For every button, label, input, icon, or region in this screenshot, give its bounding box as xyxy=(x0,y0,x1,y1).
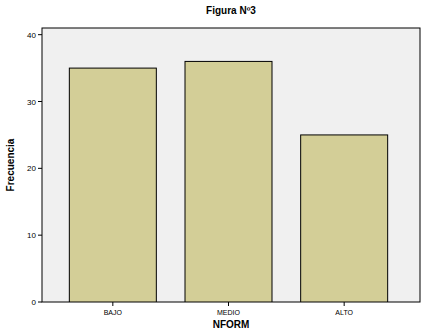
y-tick-label: 0 xyxy=(32,298,37,307)
bar xyxy=(69,68,156,302)
y-tick-label: 10 xyxy=(27,231,36,240)
x-axis-label: NFORM xyxy=(213,319,250,330)
x-tick xyxy=(344,302,345,306)
bar xyxy=(301,135,388,302)
y-tick xyxy=(38,101,42,102)
x-tick xyxy=(112,302,113,306)
y-tick xyxy=(38,34,42,35)
y-tick xyxy=(38,302,42,303)
x-tick-label: ALTO xyxy=(335,309,353,316)
title: Figura Nº3 xyxy=(206,5,256,16)
plot-frame xyxy=(42,28,420,302)
bars xyxy=(69,61,387,302)
y-tick xyxy=(38,235,42,236)
x-tick-label: BAJO xyxy=(104,309,123,316)
x-tick xyxy=(228,302,229,306)
y-tick xyxy=(38,168,42,169)
y-tick-label: 40 xyxy=(27,31,36,40)
y-axis-label: Frecuencia xyxy=(5,138,16,191)
y-tick-label: 20 xyxy=(27,164,36,173)
y-tick-label: 30 xyxy=(27,98,36,107)
chart-svg: 0 10 20 30 40 BAJO MEDIO ALTO Figura Nº3 NFORM Fre… xyxy=(0,0,424,332)
x-tick-label: MEDIO xyxy=(217,309,241,316)
chart-container: 0 10 20 30 40 BAJO MEDIO ALTO Figura Nº3 NFORM Fre… xyxy=(0,0,424,332)
bar xyxy=(185,61,272,302)
